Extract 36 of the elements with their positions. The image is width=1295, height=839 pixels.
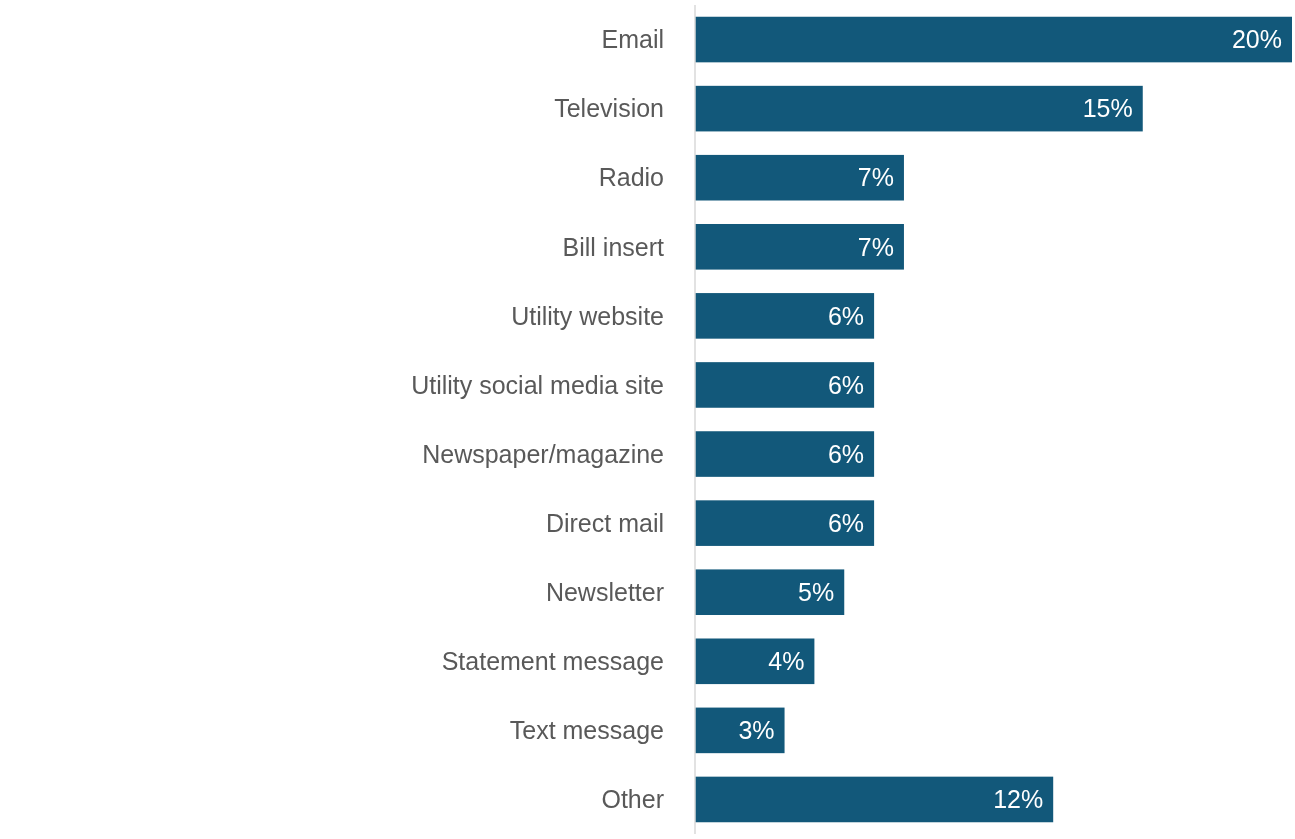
bar bbox=[695, 293, 875, 339]
bar bbox=[695, 707, 785, 754]
bar bbox=[695, 569, 845, 616]
data-label: 7% bbox=[857, 232, 894, 261]
bar bbox=[695, 154, 904, 201]
data-label: 7% bbox=[857, 163, 894, 192]
y-tick-label: Radio bbox=[598, 163, 664, 192]
data-label: 20% bbox=[1231, 25, 1282, 54]
data-label: 6% bbox=[827, 508, 865, 537]
data-label: 3% bbox=[738, 716, 775, 745]
data-label: 6% bbox=[827, 301, 865, 330]
bar bbox=[695, 16, 1292, 63]
y-tick-label: Newsletter bbox=[545, 577, 664, 606]
data-label: 4% bbox=[768, 647, 805, 676]
data-label: 12% bbox=[993, 785, 1044, 814]
y-tick-label: Utility website bbox=[511, 301, 664, 330]
bar bbox=[695, 85, 1143, 132]
y-tick-label: Direct mail bbox=[545, 508, 664, 537]
bar bbox=[695, 362, 875, 408]
bar bbox=[695, 638, 815, 685]
y-tick-label: Email bbox=[601, 25, 664, 54]
data-label: 15% bbox=[1082, 94, 1133, 123]
y-tick-label: Television bbox=[554, 94, 664, 123]
y-tick-label: Text message bbox=[509, 716, 664, 745]
y-tick-label: Bill insert bbox=[562, 232, 665, 261]
y-tick-label: Other bbox=[601, 785, 664, 814]
y-tick-label: Statement message bbox=[441, 647, 664, 676]
bar bbox=[695, 500, 875, 546]
y-tick-label: Utility social media site bbox=[411, 370, 664, 399]
data-label: 5% bbox=[798, 577, 835, 606]
bar bbox=[695, 776, 1054, 823]
bar bbox=[695, 431, 875, 477]
data-label: 6% bbox=[827, 439, 865, 468]
bar bbox=[695, 223, 904, 270]
y-tick-label: Newspaper/magazine bbox=[422, 439, 664, 468]
data-label: 6% bbox=[827, 370, 865, 399]
